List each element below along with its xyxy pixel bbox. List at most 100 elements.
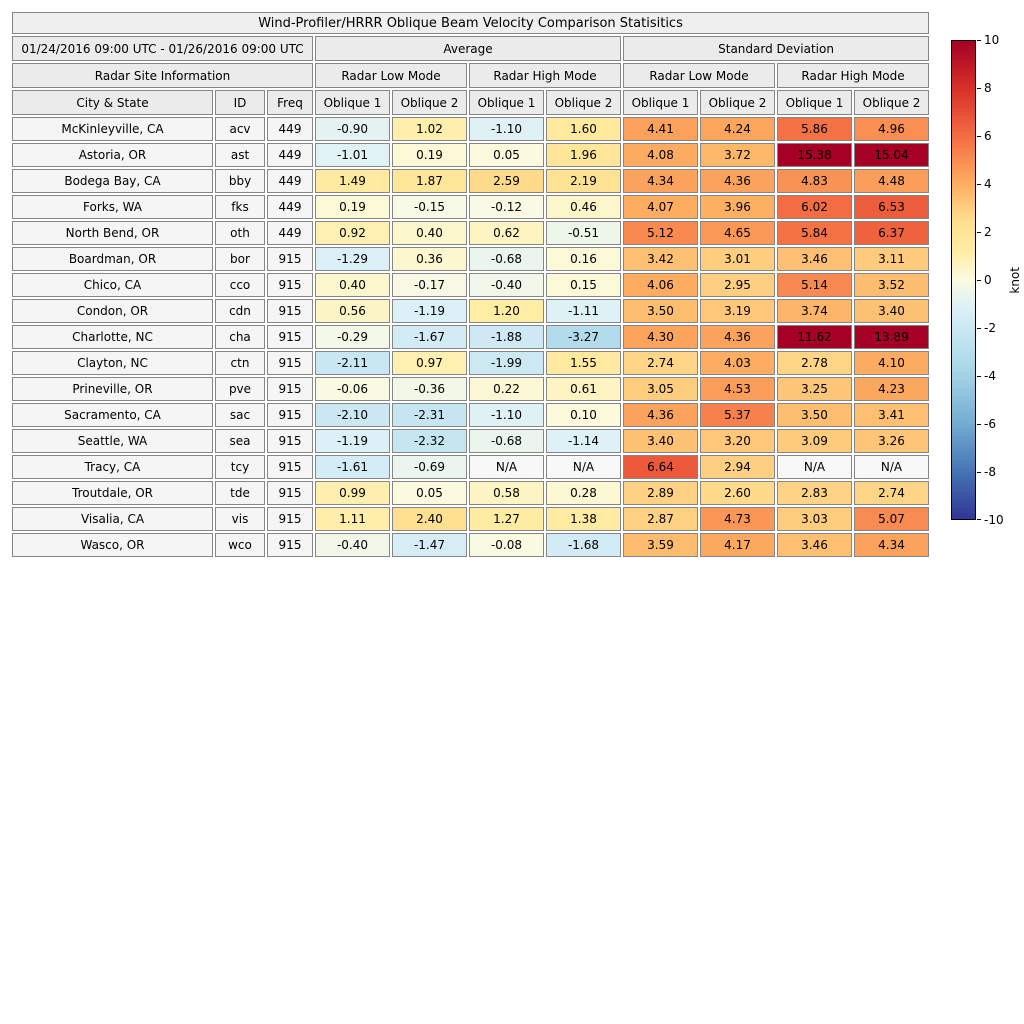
table-row: North Bend, OR oth 449 0.92 0.40 0.62 -0.51 5.1… (12, 221, 930, 245)
colorbar-tick-label: 2 (984, 225, 992, 239)
value-cell: 6.64 (623, 455, 698, 479)
colorbar-tick-label: 10 (984, 33, 1000, 47)
value-cell: 2.83 (777, 481, 852, 505)
freq-cell: 915 (267, 481, 313, 505)
value-cell: 5.84 (777, 221, 852, 245)
value-cell: 0.58 (469, 481, 544, 505)
value-cell: 3.26 (854, 429, 930, 453)
value-cell: 0.99 (315, 481, 390, 505)
value-cell: 0.19 (392, 143, 467, 167)
value-cell: 0.62 (469, 221, 544, 245)
value-cell: N/A (546, 455, 621, 479)
city-cell: Boardman, OR (12, 247, 213, 271)
value-cell: -0.40 (469, 273, 544, 297)
colorbar-tick-label: -2 (984, 321, 996, 335)
colorbar-tick (977, 88, 981, 89)
std-radar-low-mode-header: Radar Low Mode (623, 63, 775, 88)
value-cell: 1.87 (392, 169, 467, 193)
value-cell: 15.38 (777, 143, 852, 167)
colorbar-unit-label: knot (1008, 266, 1022, 294)
colorbar-tick (977, 280, 981, 281)
value-cell: 3.19 (700, 299, 775, 323)
value-cell: -0.36 (392, 377, 467, 401)
city-cell: Condon, OR (12, 299, 213, 323)
colorbar-tick (977, 519, 981, 520)
value-cell: -0.90 (315, 117, 390, 141)
value-cell: 3.46 (777, 247, 852, 271)
city-cell: Charlotte, NC (12, 325, 213, 349)
freq-cell: 449 (267, 169, 313, 193)
value-cell: 11.62 (777, 325, 852, 349)
id-cell: cdn (215, 299, 265, 323)
id-cell: sea (215, 429, 265, 453)
value-cell: 4.34 (623, 169, 698, 193)
value-cell: 0.40 (315, 273, 390, 297)
value-cell: N/A (777, 455, 852, 479)
freq-cell: 449 (267, 143, 313, 167)
city-cell: Seattle, WA (12, 429, 213, 453)
id-cell: bor (215, 247, 265, 271)
value-cell: -0.06 (315, 377, 390, 401)
value-cell: 0.36 (392, 247, 467, 271)
col-avg-high-oblique-1: Oblique 1 (469, 90, 544, 115)
city-cell: McKinleyville, CA (12, 117, 213, 141)
value-cell: -2.10 (315, 403, 390, 427)
freq-cell: 915 (267, 351, 313, 375)
table-row: Troutdale, OR tde 915 0.99 0.05 0.58 0.28 2.89 2… (12, 481, 930, 505)
value-cell: 1.20 (469, 299, 544, 323)
value-cell: 3.11 (854, 247, 930, 271)
value-cell: -0.68 (469, 247, 544, 271)
colorbar-tick-label: -10 (984, 513, 1004, 527)
value-cell: 4.03 (700, 351, 775, 375)
value-cell: 4.08 (623, 143, 698, 167)
value-cell: 4.73 (700, 507, 775, 531)
id-cell: oth (215, 221, 265, 245)
value-cell: -1.99 (469, 351, 544, 375)
freq-cell: 915 (267, 377, 313, 401)
city-cell: Clayton, NC (12, 351, 213, 375)
value-cell: 2.74 (854, 481, 930, 505)
value-cell: -0.15 (392, 195, 467, 219)
value-cell: 3.74 (777, 299, 852, 323)
freq-cell: 915 (267, 325, 313, 349)
id-cell: cha (215, 325, 265, 349)
value-cell: 3.59 (623, 533, 698, 557)
date-range: 01/24/2016 09:00 UTC - 01/26/2016 09:00 … (12, 36, 313, 61)
city-cell: Tracy, CA (12, 455, 213, 479)
value-cell: 6.37 (854, 221, 930, 245)
city-cell: Wasco, OR (12, 533, 213, 557)
id-cell: tcy (215, 455, 265, 479)
colorbar-tick-label: -6 (984, 417, 996, 431)
value-cell: 3.05 (623, 377, 698, 401)
value-cell: 0.19 (315, 195, 390, 219)
city-cell: Visalia, CA (12, 507, 213, 531)
table-row: Tracy, CA tcy 915 -1.61 -0.69 N/A N/A 6.64 2.94 N… (12, 455, 930, 479)
value-cell: 3.72 (700, 143, 775, 167)
value-cell: 1.96 (546, 143, 621, 167)
col-id: ID (215, 90, 265, 115)
value-cell: 6.53 (854, 195, 930, 219)
value-cell: 4.96 (854, 117, 930, 141)
id-cell: vis (215, 507, 265, 531)
table-title: Wind-Profiler/HRRR Oblique Beam Velocity… (12, 12, 930, 34)
value-cell: -1.10 (469, 403, 544, 427)
table-row: Astoria, OR ast 449 -1.01 0.19 0.05 1.96 4.08 3.… (12, 143, 930, 167)
column-header-row: City & State ID Freq Oblique 1 Oblique 2… (12, 90, 930, 115)
value-cell: 4.36 (700, 325, 775, 349)
value-cell: 1.02 (392, 117, 467, 141)
freq-cell: 449 (267, 195, 313, 219)
city-cell: Bodega Bay, CA (12, 169, 213, 193)
value-cell: 2.74 (623, 351, 698, 375)
table-row: Visalia, CA vis 915 1.11 2.40 1.27 1.38 2.87 4.7… (12, 507, 930, 531)
value-cell: 3.01 (700, 247, 775, 271)
value-cell: -1.19 (315, 429, 390, 453)
avg-radar-high-mode-header: Radar High Mode (469, 63, 621, 88)
col-city-state: City & State (12, 90, 213, 115)
value-cell: 0.46 (546, 195, 621, 219)
value-cell: 4.48 (854, 169, 930, 193)
value-cell: 0.61 (546, 377, 621, 401)
colorbar-tick (977, 40, 981, 41)
freq-cell: 915 (267, 299, 313, 323)
value-cell: 0.10 (546, 403, 621, 427)
col-avg-high-oblique-2: Oblique 2 (546, 90, 621, 115)
